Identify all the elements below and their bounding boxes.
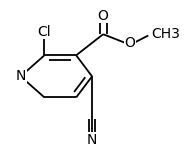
Text: CH3: CH3 <box>151 27 180 41</box>
Text: N: N <box>87 133 97 147</box>
Text: Cl: Cl <box>38 25 51 39</box>
Text: O: O <box>125 36 136 50</box>
Text: N: N <box>15 69 26 83</box>
Text: O: O <box>98 9 109 23</box>
